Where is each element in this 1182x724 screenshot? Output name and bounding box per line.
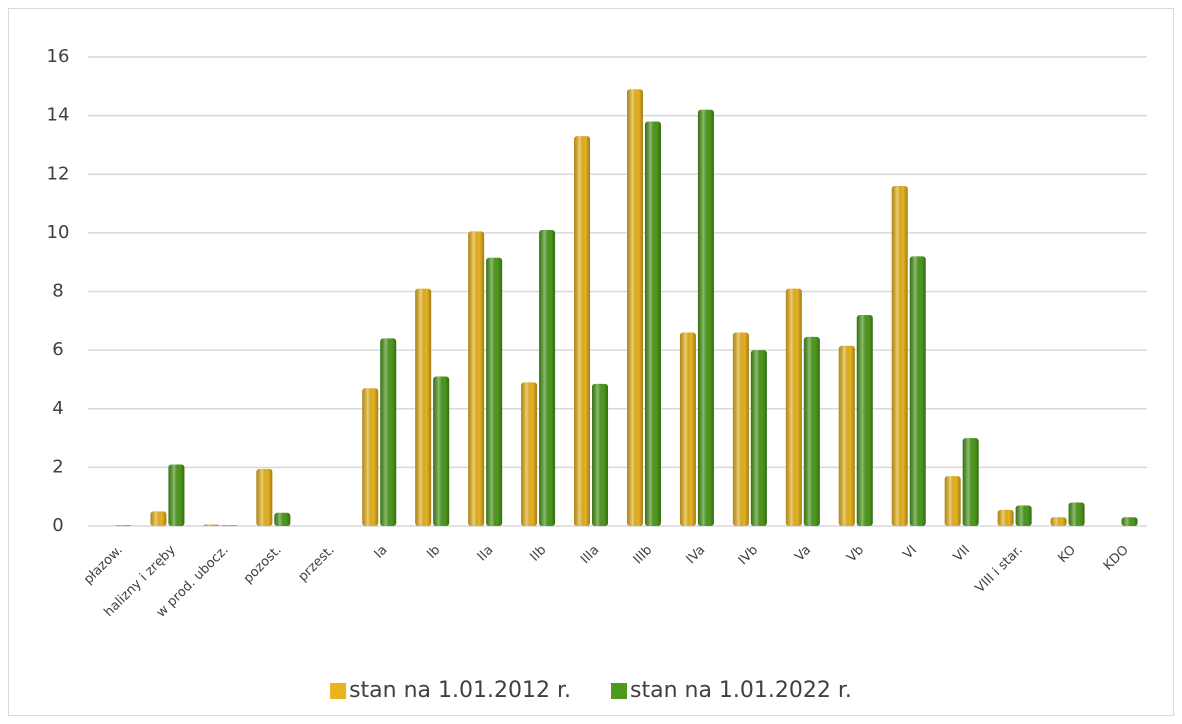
x-tick-label: płazow. — [81, 543, 126, 588]
bar-shade — [644, 121, 661, 527]
x-tick-label: Ib — [424, 543, 443, 562]
bar-shade — [168, 464, 185, 526]
y-tick-label: 16 — [47, 46, 70, 67]
x-tick-label: przest. — [296, 543, 338, 585]
y-tick-label: 4 — [52, 398, 63, 419]
bar-shade — [1068, 502, 1085, 526]
x-tick-label: IIa — [475, 543, 497, 565]
y-tick-label: 8 — [52, 281, 63, 302]
legend-label: stan na 1.01.2012 r. — [349, 678, 571, 703]
x-tick-label: Va — [792, 543, 814, 565]
bar-shade — [803, 336, 820, 526]
y-tick-label: 12 — [47, 163, 70, 184]
bar-shade — [486, 257, 503, 526]
x-tick-label: IIb — [528, 543, 550, 565]
legend: stan na 1.01.2012 r. stan na 1.01.2022 r. — [330, 678, 852, 703]
x-tick-label: KO — [1056, 543, 1079, 566]
legend-swatch — [330, 683, 347, 699]
x-tick-label: Vb — [844, 543, 867, 566]
x-tick-label: VI — [900, 543, 920, 563]
bar-shade — [539, 229, 556, 526]
bar-shade — [1015, 505, 1032, 526]
bar-shade — [785, 288, 802, 526]
bar-shade — [697, 109, 714, 526]
bar-shade — [274, 512, 291, 526]
bar-shade — [115, 525, 132, 526]
bar-shade — [1121, 517, 1138, 526]
bar-shade — [997, 509, 1014, 526]
y-tick-label: 2 — [52, 456, 63, 477]
bar-shade — [909, 256, 926, 526]
bar-shade — [433, 376, 450, 526]
bar-shade — [574, 136, 591, 527]
bar-shade — [203, 524, 220, 526]
x-tick-label: Ia — [372, 543, 391, 562]
x-tick-label: IIIa — [578, 543, 602, 567]
bar-shade — [856, 314, 873, 526]
bar-shade — [962, 438, 979, 526]
x-tick-label: VII — [951, 543, 973, 565]
bar-shade — [626, 89, 643, 527]
y-tick-label: 0 — [52, 515, 63, 536]
bar-shade — [679, 332, 696, 526]
bar-shade — [256, 468, 273, 526]
y-tick-label: 14 — [47, 105, 70, 126]
legend-label: stan na 1.01.2022 r. — [630, 678, 852, 703]
x-tick-label: IIIb — [631, 543, 656, 568]
bar-shade — [838, 345, 855, 526]
bar-shade — [750, 350, 767, 526]
x-tick-label: IVb — [736, 543, 761, 568]
bar-shade — [380, 338, 397, 526]
y-tick-label: 6 — [52, 339, 63, 360]
bar-shade — [1050, 517, 1067, 526]
bar-shade — [468, 231, 485, 527]
bar-shade — [592, 383, 609, 526]
bar-shade — [944, 476, 961, 526]
bar-shade — [521, 382, 538, 526]
x-tick-label: KDO — [1101, 543, 1132, 574]
bar-shade — [415, 288, 432, 526]
bar-shade — [891, 185, 908, 526]
bar-shade — [732, 332, 749, 526]
legend-swatch — [611, 683, 627, 699]
y-tick-label: 10 — [47, 222, 70, 243]
bar-shade — [221, 525, 238, 526]
x-tick-label: pozost. — [241, 543, 285, 587]
bar-shade — [150, 511, 167, 526]
x-tick-label: VIII i star. — [973, 543, 1026, 596]
chart-border — [8, 8, 1174, 716]
x-tick-label: IVa — [684, 543, 709, 568]
bar-shade — [362, 388, 379, 526]
